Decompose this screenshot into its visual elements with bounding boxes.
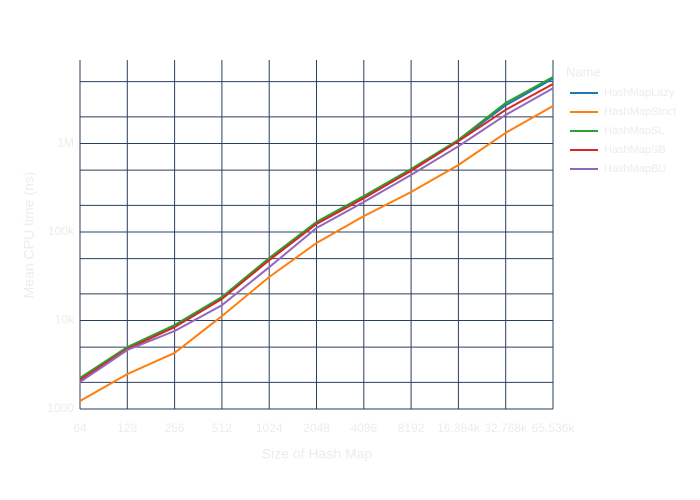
x-tick-label: 1024 <box>256 421 283 435</box>
y-tick-label: 1000 <box>47 401 74 415</box>
legend-label: HashMapLazy <box>604 87 675 99</box>
y-tick-label: 10k <box>55 313 75 327</box>
series-line <box>79 87 554 383</box>
legend-label: HashMapSL <box>604 125 665 137</box>
x-tick-label: 128 <box>117 421 137 435</box>
x-tick-label: 256 <box>165 421 185 435</box>
series-line <box>79 83 554 381</box>
legend-label: HashMapBU <box>604 163 666 175</box>
x-tick-label: 32.768k <box>484 421 528 435</box>
series-line <box>79 76 554 379</box>
x-tick-label: 64 <box>73 421 87 435</box>
y-axis-title: Mean CPU time (ns) <box>21 172 37 299</box>
series-line <box>79 105 554 402</box>
x-tick-label: 8192 <box>398 421 425 435</box>
legend-title: Name <box>566 64 601 79</box>
x-tick-label: 16.384k <box>437 421 481 435</box>
legend-label: HashMapSB <box>604 144 666 156</box>
x-tick-label: 65.536k <box>532 421 576 435</box>
legend-label: HashMapStrict <box>604 106 676 118</box>
y-tick-label: 100k <box>48 224 75 238</box>
x-tick-label: 512 <box>212 421 232 435</box>
y-tick-label: 1M <box>57 136 74 150</box>
x-tick-label: 4096 <box>350 421 377 435</box>
x-axis-title: Size of Hash Map <box>262 446 373 462</box>
x-tick-label: 2048 <box>303 421 330 435</box>
